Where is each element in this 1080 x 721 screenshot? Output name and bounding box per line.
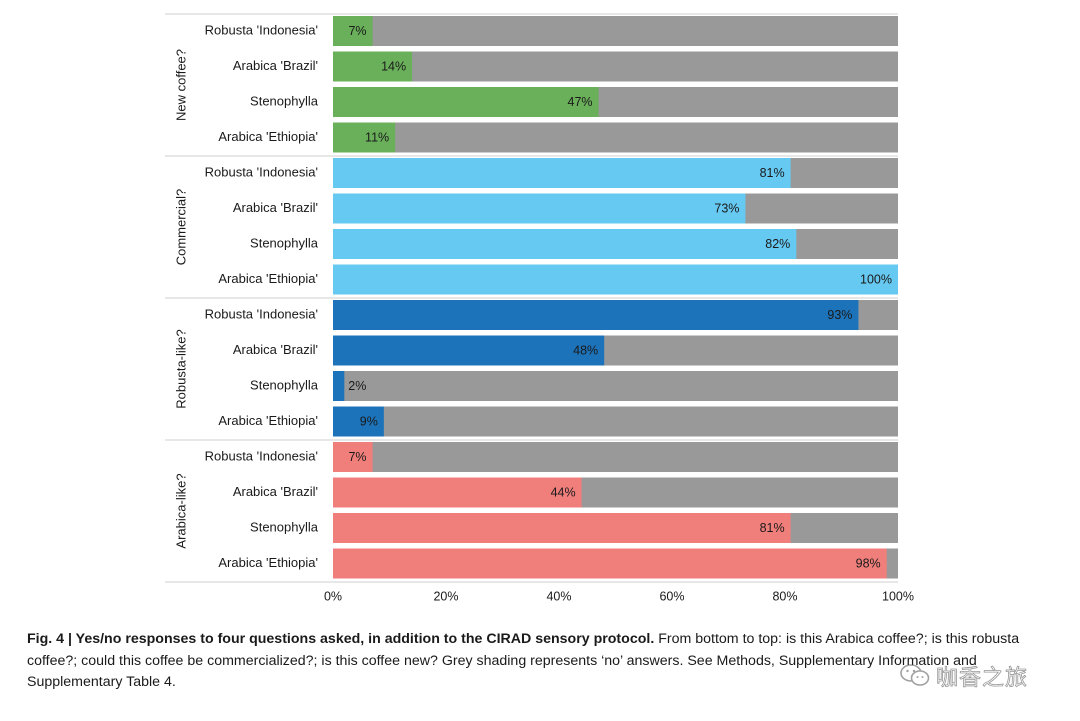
value-label: 44% xyxy=(551,485,576,499)
stacked-bar-chart: New coffee? Robusta 'Indonesia' 7% Arabica … xyxy=(165,13,914,603)
value-label: 48% xyxy=(573,343,598,357)
category-label: Arabica 'Ethiopia' xyxy=(218,413,318,428)
value-label: 82% xyxy=(765,237,790,251)
category-label: Robusta 'Indonesia' xyxy=(205,448,318,463)
no-bar xyxy=(333,16,898,46)
yes-bar xyxy=(333,87,599,117)
value-label: 81% xyxy=(760,521,785,535)
no-bar xyxy=(333,122,898,153)
value-label: 47% xyxy=(568,95,593,109)
category-label: Arabica 'Brazil' xyxy=(233,484,318,499)
yes-bar xyxy=(333,300,859,330)
yes-bar xyxy=(333,122,396,153)
watermark: 咖香之旅 xyxy=(900,661,1028,691)
x-tick-label: 80% xyxy=(772,589,797,603)
value-label: 11% xyxy=(365,130,389,144)
figure-caption: Fig. 4 | Yes/no responses to four questi… xyxy=(27,629,1057,694)
value-label: 98% xyxy=(856,556,881,570)
value-label: 2% xyxy=(348,379,366,393)
yes-bar xyxy=(333,477,582,508)
yes-bar xyxy=(333,406,384,437)
value-label: 9% xyxy=(360,414,378,428)
value-label: 100% xyxy=(860,272,892,286)
yes-bar xyxy=(333,16,373,46)
category-label: Arabica 'Brazil' xyxy=(233,200,318,215)
no-bar xyxy=(333,406,898,437)
yes-bar xyxy=(333,335,605,366)
wechat-icon xyxy=(900,664,930,686)
category-label: Arabica 'Ethiopia' xyxy=(218,555,318,570)
caption-body: From bottom to top: is this Arabica coff… xyxy=(27,631,1020,690)
no-bar xyxy=(333,51,898,82)
no-bar xyxy=(333,371,898,401)
x-tick-label: 20% xyxy=(433,589,458,603)
yes-bar xyxy=(333,158,791,188)
value-label: 7% xyxy=(348,450,366,464)
value-label: 81% xyxy=(760,166,785,180)
group-label-arabica-like: Arabica-like? xyxy=(173,473,188,548)
x-tick-label: 0% xyxy=(324,589,342,603)
group-label-new-coffee: New coffee? xyxy=(173,49,188,121)
yes-bar xyxy=(333,371,345,401)
yes-bar xyxy=(333,442,373,472)
group-label-robusta-like: Robusta-like? xyxy=(173,329,188,409)
value-label: 7% xyxy=(348,24,366,38)
no-bar xyxy=(333,442,898,472)
category-label: Stenophylla xyxy=(250,519,319,534)
yes-bar xyxy=(333,193,746,224)
group-label-commercial: Commercial? xyxy=(173,189,188,266)
caption-label: Fig. 4 | Yes/no responses to four questi… xyxy=(27,631,655,647)
category-label: Robusta 'Indonesia' xyxy=(205,306,318,321)
yes-bar xyxy=(333,229,797,259)
value-label: 93% xyxy=(827,308,852,322)
x-tick-label: 60% xyxy=(659,589,684,603)
x-tick-label: 100% xyxy=(882,589,914,603)
yes-bar xyxy=(333,264,898,295)
x-tick-label: 40% xyxy=(546,589,571,603)
category-label: Stenophylla xyxy=(250,93,319,108)
category-label: Arabica 'Ethiopia' xyxy=(218,129,318,144)
watermark-text: 咖香之旅 xyxy=(936,666,1029,692)
category-label: Stenophylla xyxy=(250,235,319,250)
yes-bar xyxy=(333,51,413,82)
category-label: Arabica 'Ethiopia' xyxy=(218,271,318,286)
value-label: 14% xyxy=(381,59,406,73)
category-label: Stenophylla xyxy=(250,377,319,392)
category-label: Robusta 'Indonesia' xyxy=(205,22,318,37)
category-label: Robusta 'Indonesia' xyxy=(205,164,318,179)
category-label: Arabica 'Brazil' xyxy=(233,58,318,73)
category-label: Arabica 'Brazil' xyxy=(233,342,318,357)
value-label: 73% xyxy=(714,201,739,215)
yes-bar xyxy=(333,513,791,543)
yes-bar xyxy=(333,548,887,579)
